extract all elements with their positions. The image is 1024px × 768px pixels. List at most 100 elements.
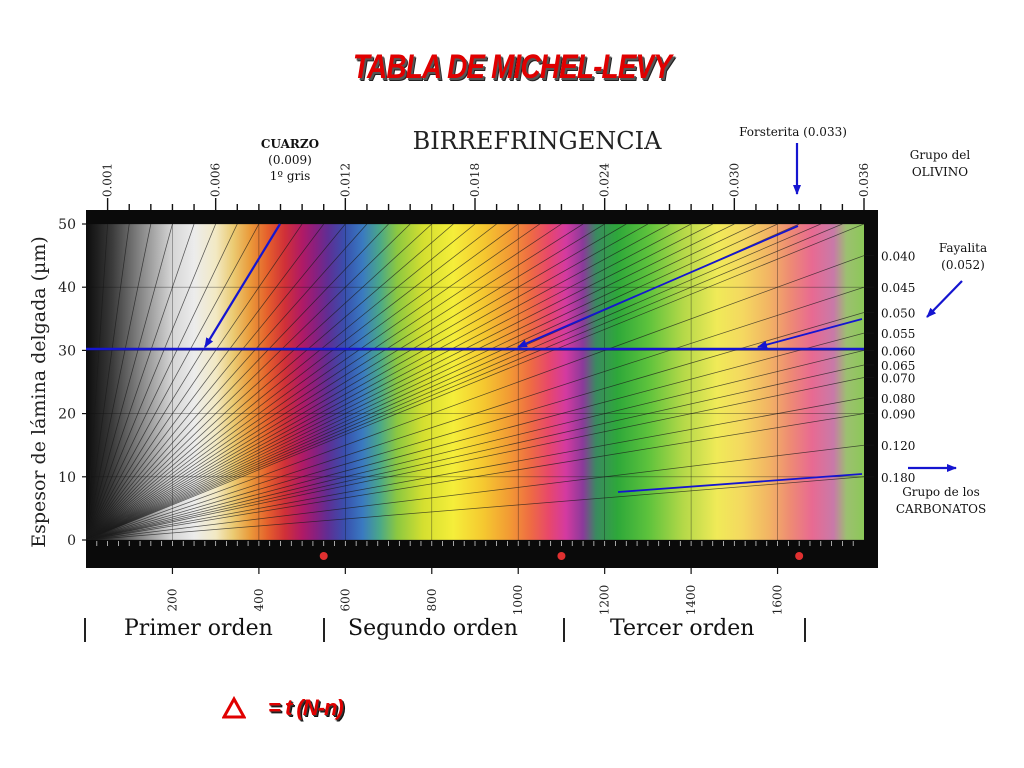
y-tick-label: 50 [58,217,76,233]
birefringence-line [86,476,864,540]
right-tick-label: 0.040 [881,250,915,264]
order-boundary-marker [795,552,804,560]
cuarzo-order: 1º gris [270,169,311,183]
birefringence-line [86,224,152,540]
delta-icon [222,696,246,719]
birefringence-line [86,413,864,540]
x-tick-label: 400 [252,589,266,612]
carbonatos-label-2: CARBONATOS [896,502,986,516]
forsterita-label: Forsterita (0.033) [739,125,847,139]
birefringence-line [86,224,562,540]
fayalita-arrow [926,280,963,318]
right-tick-label: 0.055 [881,327,915,341]
top-tick-label: 0.024 [598,162,612,197]
right-tick-label: 0.180 [881,471,915,485]
olivino-label-2: OLIVINO [912,165,968,179]
birefringence-line [86,332,864,540]
birefringence-line [86,224,864,540]
birefringence-line [86,255,864,540]
right-tick-label: 0.080 [881,392,915,406]
order-separator [563,618,565,642]
y-axis-label: Espesor de lámina delgada (µm) [28,236,50,548]
birefringence-line [86,286,864,540]
birefringence-line [86,224,389,540]
birefringence-line [86,224,130,540]
fayalita-label: Fayalita [939,241,987,255]
y-tick-label: 40 [58,280,76,296]
top-tick-label: 0.030 [727,163,741,197]
order-boundary-marker [557,552,566,560]
fayalita-line [757,318,863,349]
formula-text: = t (N-n) [268,695,344,720]
birefringence-line [86,224,735,540]
birefringence-line [86,224,411,540]
birefringence-line [86,224,497,540]
cuarzo-value: (0.009) [268,153,312,167]
page-title: TABLA DE MICHEL-LEVY [352,48,672,86]
birefringence-line [86,397,864,540]
y-tick-label: 0 [67,533,76,549]
order-separator [804,618,806,642]
order-separator [84,618,86,642]
annotation-arrows [86,143,963,493]
interference-orders: Primer orden Segundo orden Tercer orden [0,612,1024,648]
top-tick-label: 0.012 [338,163,352,197]
birefringence-line [86,224,108,540]
birefringence-line [86,224,843,540]
order-markers [319,552,804,560]
carbonatos-label-1: Grupo de los [902,485,980,499]
top-tick-label: 0.036 [857,163,871,197]
right-tick-label: 0.070 [881,371,915,385]
x-tick-label: 1200 [598,585,612,616]
birefringence-line [86,224,692,540]
birefringence-line [86,224,260,540]
birefringence-line [86,224,605,540]
birefringence-line [86,224,325,540]
birefringence-line [86,224,649,540]
order-separator [323,618,325,642]
right-tick-label: 0.090 [881,408,915,422]
birefringence-line [86,224,217,540]
birefringence-line [86,224,476,540]
birefringence-line [86,224,433,540]
birefringence-line [86,224,454,540]
birefringence-line [86,224,584,540]
top-tick-label: 0.018 [468,163,482,197]
x-tick-label: 1000 [511,585,525,616]
birefringence-line [86,224,238,540]
carbonatos-annotation: Grupo de los CARBONATOS [896,485,986,516]
retardation-formula: = t (N-n) [222,688,344,728]
birefringence-line [86,377,864,540]
forsterita-line [517,225,799,348]
olivino-annotation: Grupo del OLIVINO [910,148,971,179]
birefringence-line [86,224,368,540]
right-tick-label: 0.060 [881,344,915,358]
chart-title: BIRREFRINGENCIA [413,127,663,155]
birefringence-line [86,350,864,540]
x-tick-label: 200 [165,589,179,612]
axis-ticks [82,198,874,574]
birefringence-line [86,312,864,540]
birefringence-line [86,224,346,540]
birefringence-line [86,364,864,540]
right-tick-label: 0.050 [881,306,915,320]
tick-labels: 0 10 20 30 40 50 200 400 600 800 1000 1200 1400 1600 0… [58,162,915,615]
birefringence-line [86,224,757,540]
right-tick-label: 0.045 [881,281,915,295]
x-tick-label: 800 [425,589,439,612]
x-tick-label: 600 [338,589,352,612]
fayalita-annotation: Fayalita (0.052) [939,241,987,272]
x-tick-label: 1400 [684,585,698,616]
top-tick-label: 0.001 [101,163,115,197]
y-tick-label: 10 [58,470,76,486]
x-tick-label: 1600 [771,585,785,616]
y-tick-label: 30 [58,343,76,359]
cuarzo-annotation: CUARZO (0.009) 1º gris [261,137,319,183]
order-boundary-marker [319,552,328,560]
cuarzo-label: CUARZO [261,137,319,151]
birefringence-line [86,224,713,540]
birefringence-lines [86,224,864,540]
order-label-second: Segundo orden [348,616,518,641]
birefringence-line [86,224,821,540]
birefringence-line [86,224,778,540]
